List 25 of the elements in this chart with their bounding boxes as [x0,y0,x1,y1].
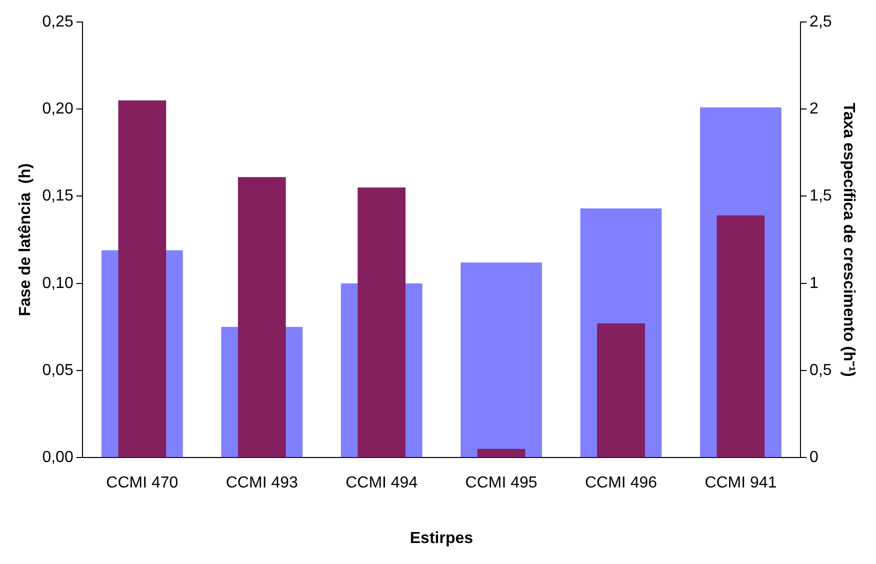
bar [477,448,526,458]
x-tick-label: CCMI 494 [346,474,418,492]
bar [716,215,765,458]
y-tick-label: 0,25 [42,13,74,30]
y-axis-title: Fase de latência (h) [17,163,34,316]
x-tick-label: CCMI 941 [704,474,777,492]
x-tick-label: CCMI 496 [584,474,658,492]
x-tick-label: CCMI 495 [465,474,538,492]
y2-tick-label: 2 [810,100,819,118]
y-tick-label: 0,05 [42,362,74,379]
x-axis-title: Estirpes [410,530,474,547]
y2-tick-label: 1,5 [810,188,832,205]
y-tick-label: 0,15 [42,188,74,205]
y2-axis-title: Taxa específica de crescimento (h⁻¹) [840,102,857,377]
y-tick-label: 0,00 [42,449,74,466]
y2-tick-label: 2,5 [810,13,832,30]
y-tick-label: 0,20 [42,100,74,118]
bar [460,262,542,458]
y-tick-label: 0,10 [42,274,74,292]
y2-tick-label: 0,5 [810,362,832,379]
y2-tick-label: 0 [810,449,819,466]
bar [597,323,645,458]
x-tick-label: CCMI 493 [226,474,298,492]
y2-tick-label: 1 [810,274,819,292]
x-tick-label: CCMI 470 [106,474,178,492]
